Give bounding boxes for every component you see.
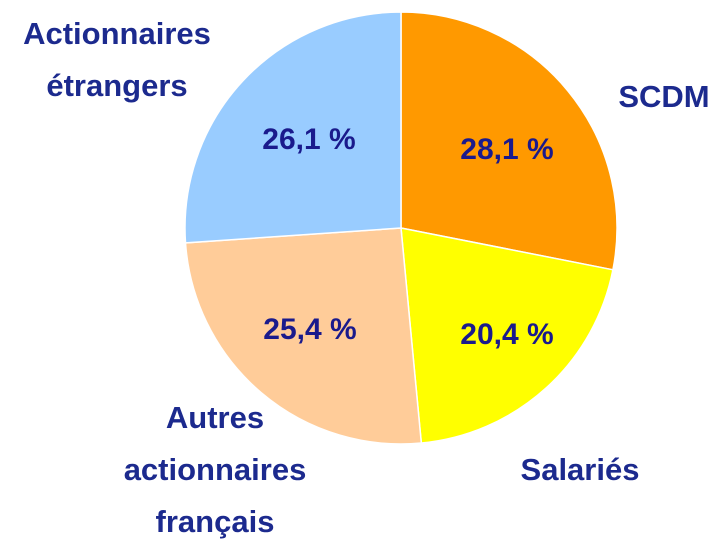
pie-slice [184,227,423,445]
pie-slice [400,227,614,444]
value-label: 25,4 % [263,313,357,346]
category-label: Autres actionnaires français [123,400,307,539]
pie-slice [184,11,402,244]
category-label: Actionnaires étrangers [23,16,211,103]
pie-slice [400,11,618,271]
value-label: 26,1 % [262,123,356,156]
category-label: Salariés [520,452,640,487]
category-label: SCDM [618,79,710,114]
value-label: 20,4 % [460,318,554,351]
value-label: 28,1 % [460,133,554,166]
